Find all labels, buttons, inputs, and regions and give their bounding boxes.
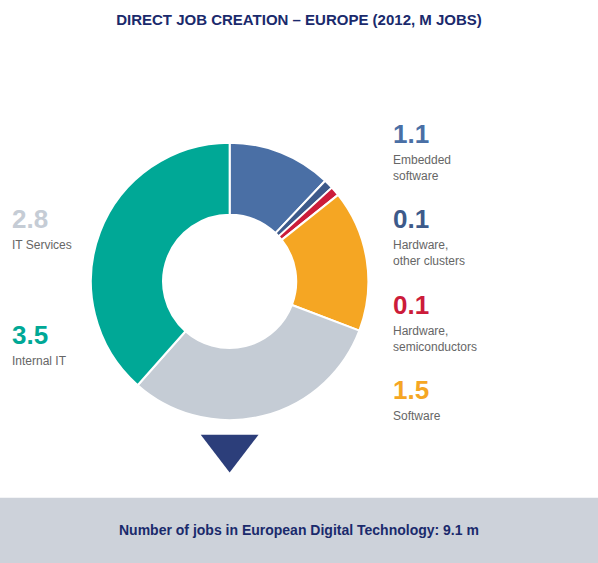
svg-text:0.1: 0.1 — [393, 290, 429, 320]
svg-text:Embeddedsoftware: Embeddedsoftware — [393, 153, 451, 183]
svg-text:0.1: 0.1 — [393, 204, 429, 234]
svg-text:Number of jobs in European Dig: Number of jobs in European Digital Techn… — [119, 522, 479, 538]
svg-text:2.8: 2.8 — [12, 204, 48, 234]
svg-text:Hardware,semiconductors: Hardware,semiconductors — [393, 324, 477, 354]
svg-text:3.5: 3.5 — [12, 320, 48, 350]
svg-text:Software: Software — [393, 409, 441, 423]
svg-text:Hardware,other clusters: Hardware,other clusters — [393, 238, 465, 268]
svg-text:1.1: 1.1 — [393, 119, 429, 149]
svg-text:IT Services: IT Services — [12, 238, 72, 252]
svg-text:1.5: 1.5 — [393, 375, 429, 405]
svg-text:Internal IT: Internal IT — [12, 354, 67, 368]
svg-text:DIRECT JOB CREATION – EUROPE (: DIRECT JOB CREATION – EUROPE (2012, M JO… — [116, 11, 482, 28]
